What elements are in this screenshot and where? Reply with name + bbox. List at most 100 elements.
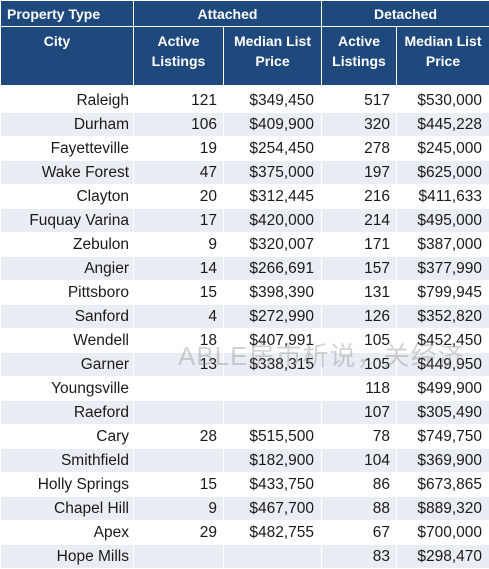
table-cell-city: Durham — [1, 113, 134, 137]
table-cell-detached-price: $298,470 — [397, 545, 489, 569]
header-detached: Detached — [322, 1, 489, 27]
table-cell-detached-active: 214 — [322, 209, 397, 233]
table-cell-detached-price: $411,633 — [397, 185, 489, 209]
table-cell-detached-active: 157 — [322, 257, 397, 281]
table-cell-city: Apex — [1, 521, 134, 545]
table-cell-attached-active: 13 — [134, 353, 224, 377]
table-cell-city: Youngsville — [1, 377, 134, 401]
table-cell-attached-price — [224, 377, 322, 401]
table-cell-detached-price: $749,750 — [397, 425, 489, 449]
table-cell-detached-price: $799,945 — [397, 281, 489, 305]
table-cell-city: Wendell — [1, 329, 134, 353]
table-cell-detached-price: $369,900 — [397, 449, 489, 473]
table-cell-detached-price: $625,000 — [397, 161, 489, 185]
header-detached-active-listings: Active Listings — [322, 27, 397, 86]
table-cell-attached-active: 4 — [134, 305, 224, 329]
table-cell-attached-price: $409,900 — [224, 113, 322, 137]
header-detached-median-price: Median List Price — [397, 27, 489, 86]
table-cell-detached-price: $452,450 — [397, 329, 489, 353]
table-cell-city: Raleigh — [1, 89, 134, 113]
table-cell-city: Wake Forest — [1, 161, 134, 185]
table-cell-detached-price: $377,990 — [397, 257, 489, 281]
table-cell-attached-active: 15 — [134, 281, 224, 305]
table-cell-attached-active: 28 — [134, 425, 224, 449]
table-cell-detached-price: $305,490 — [397, 401, 489, 425]
table-cell-city: Fayetteville — [1, 137, 134, 161]
table-cell-city: Garner — [1, 353, 134, 377]
table-cell-city: Pittsboro — [1, 281, 134, 305]
table-cell-detached-active: 86 — [322, 473, 397, 497]
table-cell-attached-price — [224, 545, 322, 569]
table-cell-detached-price: $495,000 — [397, 209, 489, 233]
table-cell-attached-price: $398,390 — [224, 281, 322, 305]
table-cell-attached-price: $375,000 — [224, 161, 322, 185]
table-cell-attached-active: 121 — [134, 89, 224, 113]
table-cell-city: Sanford — [1, 305, 134, 329]
table-cell-city: Clayton — [1, 185, 134, 209]
table-cell-detached-active: 105 — [322, 353, 397, 377]
table-cell-attached-active: 19 — [134, 137, 224, 161]
table-cell-detached-active: 126 — [322, 305, 397, 329]
table-cell-attached-price: $254,450 — [224, 137, 322, 161]
table-cell-attached-price: $338,315 — [224, 353, 322, 377]
table-cell-attached-active — [134, 449, 224, 473]
table-cell-attached-price: $266,691 — [224, 257, 322, 281]
table-cell-attached-active: 20 — [134, 185, 224, 209]
table-cell-city: Cary — [1, 425, 134, 449]
table-cell-detached-active: 517 — [322, 89, 397, 113]
table-cell-attached-price: $349,450 — [224, 89, 322, 113]
table-cell-attached-price — [224, 401, 322, 425]
table-cell-detached-active: 320 — [322, 113, 397, 137]
table-cell-detached-price: $245,000 — [397, 137, 489, 161]
table-cell-detached-active: 278 — [322, 137, 397, 161]
table-cell-city: Raeford — [1, 401, 134, 425]
table-cell-attached-active — [134, 401, 224, 425]
table-cell-city: Chapel Hill — [1, 497, 134, 521]
table-cell-attached-active: 14 — [134, 257, 224, 281]
table-cell-detached-active: 88 — [322, 497, 397, 521]
table-cell-detached-price: $352,820 — [397, 305, 489, 329]
table-cell-attached-active: 15 — [134, 473, 224, 497]
table-cell-detached-price: $445,228 — [397, 113, 489, 137]
table-cell-attached-active: 9 — [134, 233, 224, 257]
table-cell-city: Zebulon — [1, 233, 134, 257]
table-cell-detached-active: 131 — [322, 281, 397, 305]
table-cell-city: Fuquay Varina — [1, 209, 134, 233]
table-cell-detached-active: 67 — [322, 521, 397, 545]
table-cell-attached-active: 106 — [134, 113, 224, 137]
table-cell-detached-price: $530,000 — [397, 89, 489, 113]
header-attached-active-listings: Active Listings — [134, 27, 224, 86]
table-cell-attached-price: $272,990 — [224, 305, 322, 329]
table-cell-attached-price: $467,700 — [224, 497, 322, 521]
table-cell-detached-price: $889,320 — [397, 497, 489, 521]
header-city: City — [1, 27, 134, 86]
header-attached: Attached — [134, 1, 322, 27]
table-cell-detached-active: 197 — [322, 161, 397, 185]
header-row-groups: Property Type Attached Detached — [1, 1, 489, 27]
table-cell-detached-price: $700,000 — [397, 521, 489, 545]
table-cell-detached-active: 171 — [322, 233, 397, 257]
table-cell-attached-price: $312,445 — [224, 185, 322, 209]
table-cell-attached-price: $320,007 — [224, 233, 322, 257]
table-cell-attached-price: $182,900 — [224, 449, 322, 473]
table-cell-city: Holly Springs — [1, 473, 134, 497]
table-cell-attached-price: $482,755 — [224, 521, 322, 545]
header-attached-median-price: Median List Price — [224, 27, 322, 86]
table-cell-detached-active: 216 — [322, 185, 397, 209]
table-cell-detached-active: 78 — [322, 425, 397, 449]
table-cell-attached-active: 17 — [134, 209, 224, 233]
table-cell-detached-price: $673,865 — [397, 473, 489, 497]
